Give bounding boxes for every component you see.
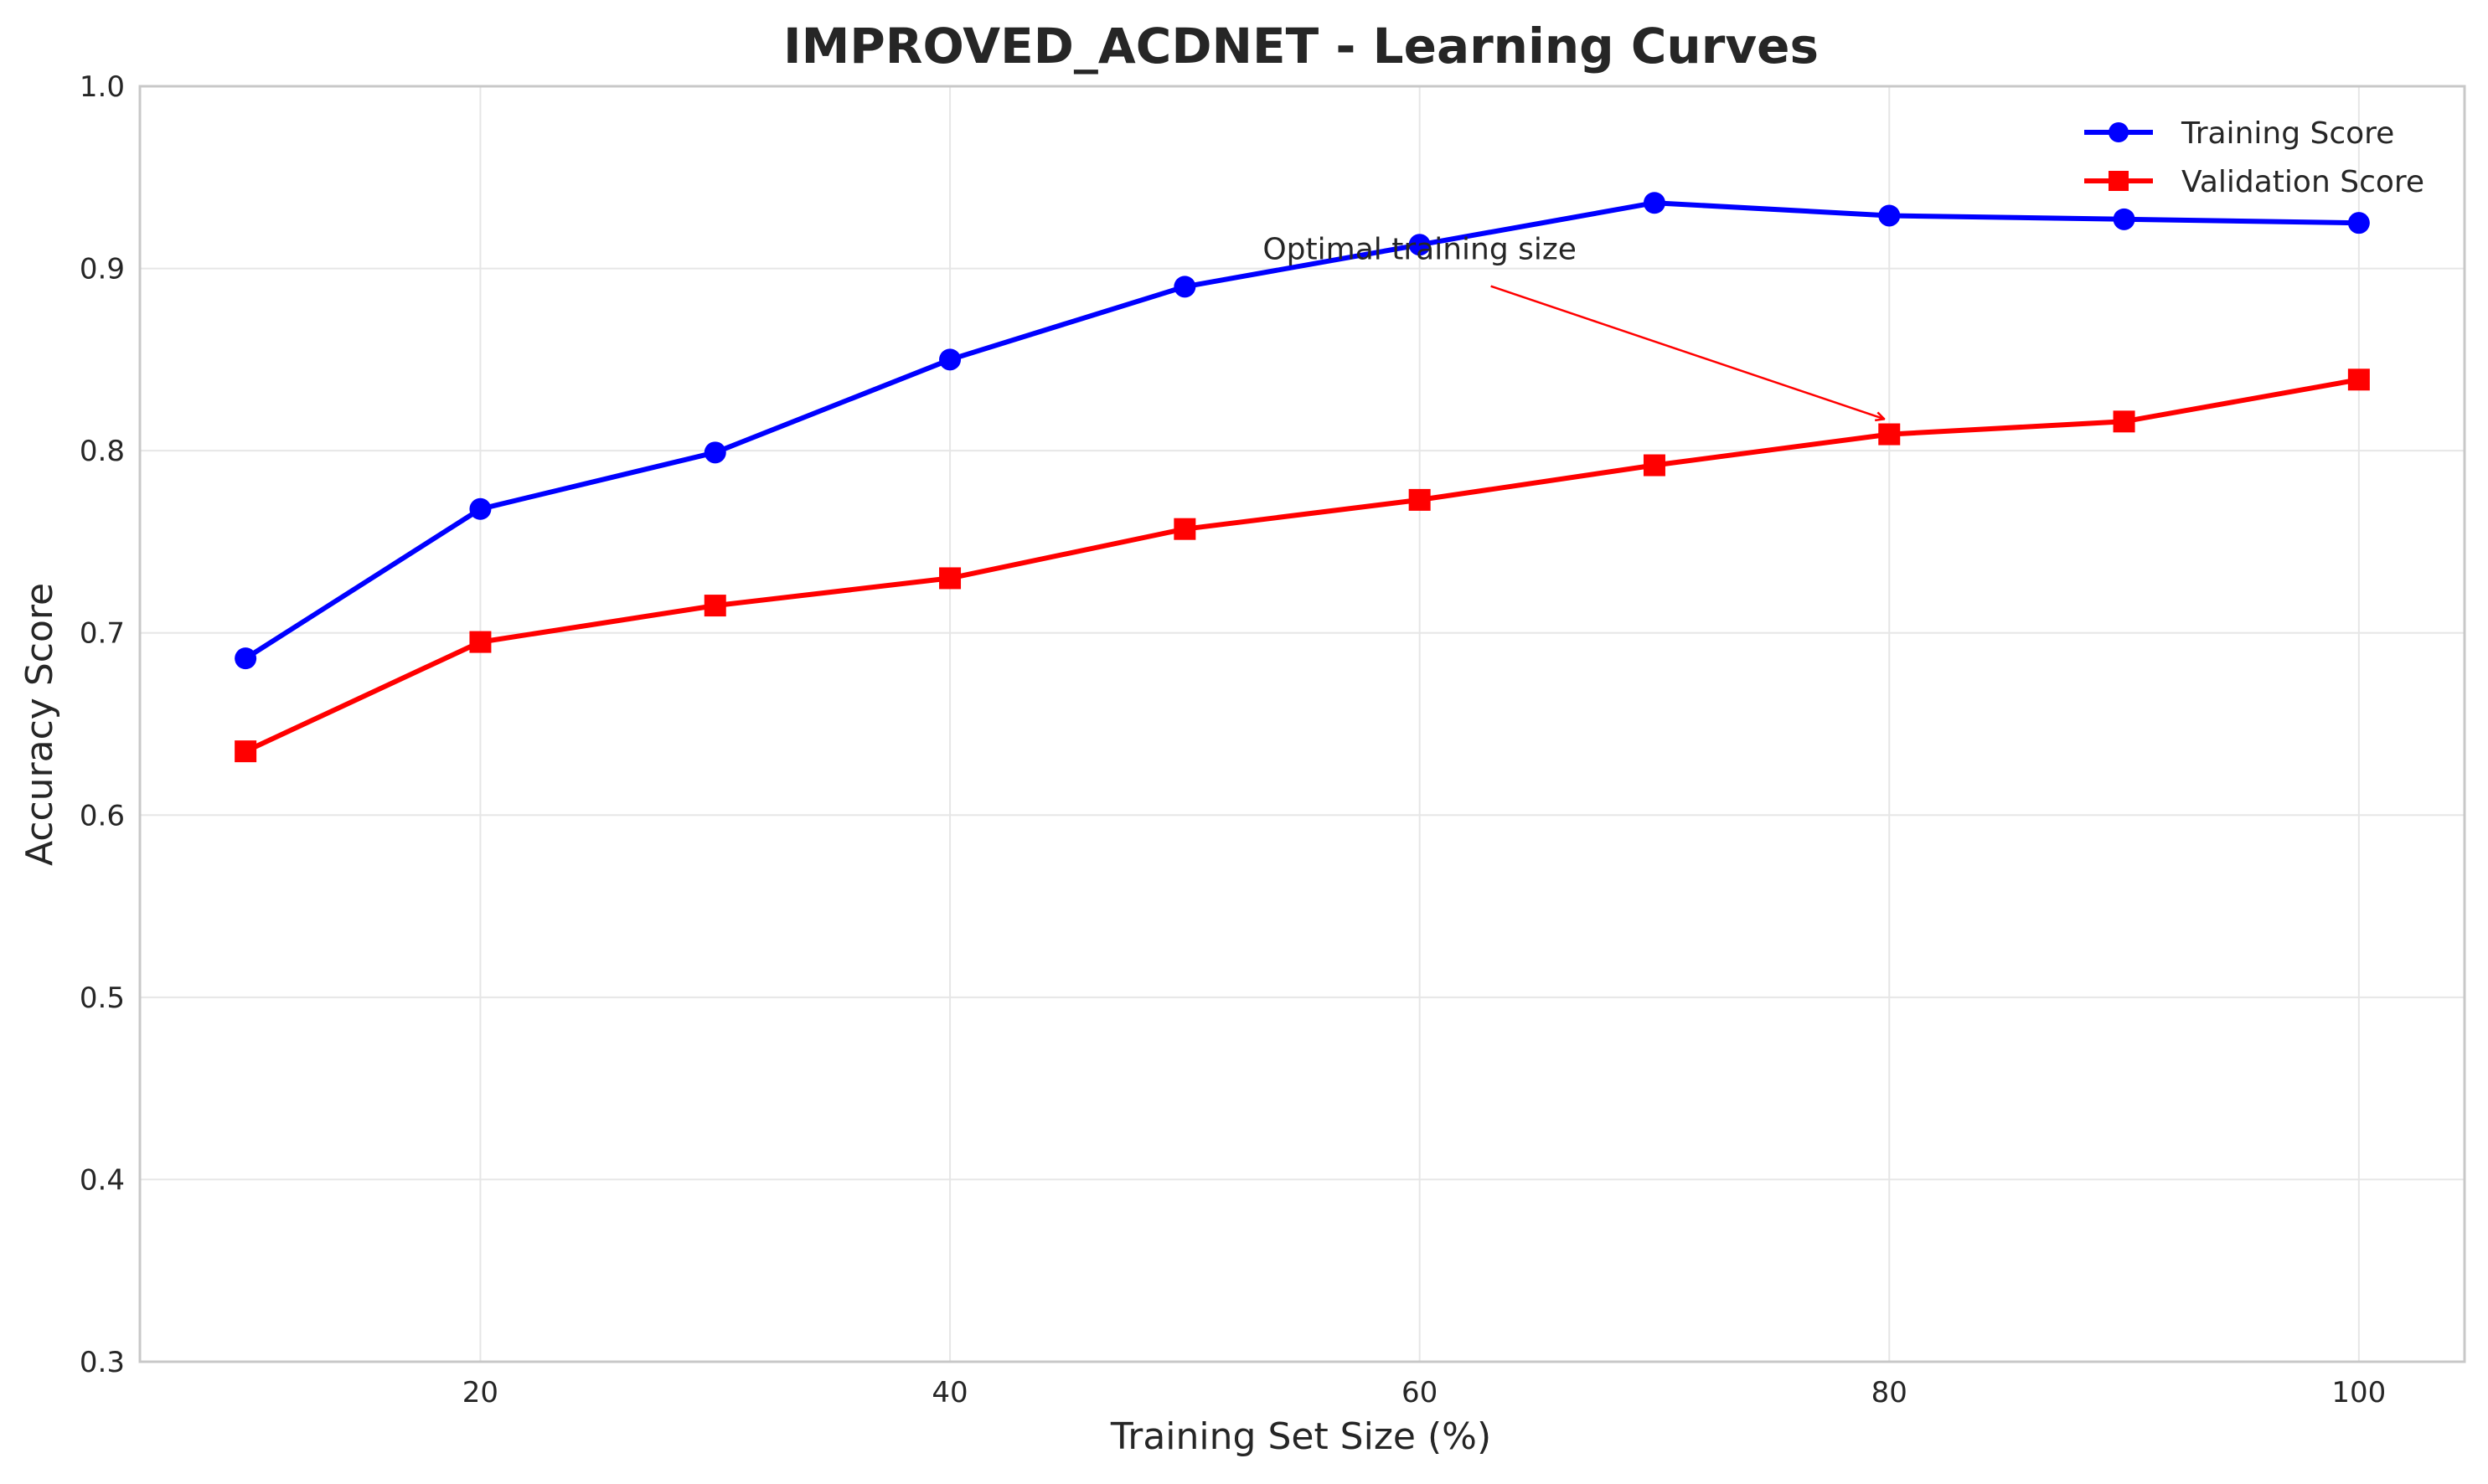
data-point-training: [1643, 192, 1665, 214]
series-line-training: [244, 200, 2359, 661]
series-line-validation: [244, 377, 2360, 754]
data-point-validation: [1643, 454, 1665, 477]
data-point-training: [469, 497, 492, 520]
series-training: [235, 192, 2370, 670]
annotation-text: Optimal training size: [1262, 233, 1577, 267]
data-point-validation: [1174, 518, 1196, 540]
data-point-validation: [939, 567, 962, 590]
y-tick-label: 0.7: [80, 617, 125, 651]
x-axis-label: Training Set Size (%): [1110, 1415, 1491, 1458]
data-point-training: [1408, 234, 1431, 256]
annotation-arrow: [1490, 285, 1885, 420]
data-point-validation: [469, 631, 492, 653]
x-tick-label: 80: [1871, 1376, 1907, 1409]
y-tick-label: 0.5: [80, 982, 125, 1015]
x-axis-ticks: 20 40 60 80 100: [462, 1376, 2387, 1409]
series: [235, 192, 2370, 763]
data-point-validation: [235, 740, 257, 763]
x-tick-label: 100: [2331, 1376, 2386, 1409]
data-point-validation: [2347, 368, 2370, 391]
x-tick-label: 20: [462, 1376, 498, 1409]
data-point-training: [2347, 212, 2370, 234]
legend-validation-label: Validation Score: [2181, 165, 2424, 199]
data-point-validation: [704, 595, 726, 617]
legend-training-marker: [2109, 122, 2129, 142]
x-tick-label: 60: [1401, 1376, 1438, 1409]
y-axis-ticks: 0.3 0.4 0.5 0.6 0.7 0.8 0.9 1.0: [80, 70, 125, 1379]
plot-frame: [138, 85, 2466, 1363]
legend-training-label: Training Score: [2181, 116, 2394, 151]
data-point-training: [1174, 276, 1196, 298]
chart-title: IMPROVED_ACDNET - Learning Curves: [783, 18, 1819, 75]
data-point-validation: [2113, 410, 2135, 433]
data-point-validation: [1878, 423, 1901, 446]
data-point-training: [235, 647, 257, 670]
annotations: Optimal training size: [1262, 233, 1884, 420]
y-axis-label: Accuracy Score: [18, 583, 61, 866]
y-tick-label: 0.6: [80, 799, 125, 832]
legend: Training Score Validation Score: [2084, 116, 2424, 199]
data-point-training: [1878, 204, 1901, 227]
y-tick-label: 0.4: [80, 1163, 125, 1197]
data-point-training: [704, 441, 726, 464]
legend-validation-marker: [2109, 171, 2129, 191]
series-validation: [235, 368, 2370, 763]
data-point-training: [2113, 208, 2135, 230]
x-tick-label: 40: [932, 1376, 968, 1409]
y-tick-label: 1.0: [80, 70, 125, 104]
y-tick-label: 0.3: [80, 1346, 125, 1379]
data-point-validation: [1408, 488, 1431, 511]
y-tick-label: 0.8: [80, 435, 125, 468]
y-tick-label: 0.9: [80, 253, 125, 286]
data-point-training: [939, 348, 962, 371]
